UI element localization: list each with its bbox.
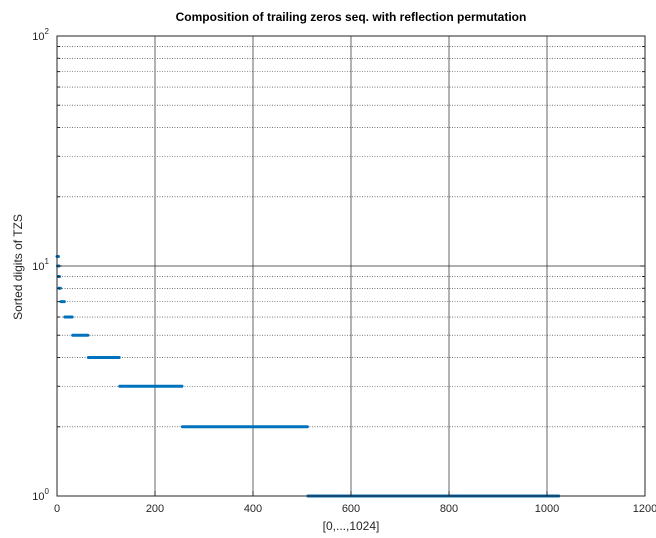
x-tick-label: 600 bbox=[342, 503, 360, 515]
y-axis-label: Sorted digits of TZS bbox=[11, 214, 25, 320]
grid-lines bbox=[57, 36, 645, 496]
x-tick-label: 1200 bbox=[633, 503, 656, 515]
y-tick-label: 101 bbox=[32, 257, 49, 273]
axis-ticks: 0 200 400 600 800 1000 1200 100 101 102 bbox=[32, 27, 656, 515]
x-tick-label: 200 bbox=[146, 503, 164, 515]
x-tick-label: 800 bbox=[440, 503, 458, 515]
y-tick-label: 100 bbox=[32, 487, 49, 503]
x-tick-label: 400 bbox=[244, 503, 262, 515]
x-tick-label: 1000 bbox=[535, 503, 559, 515]
y-tick-label: 102 bbox=[32, 27, 49, 43]
chart-title: Composition of trailing zeros seq. with … bbox=[176, 10, 527, 24]
x-axis-label: [0,...,1024] bbox=[323, 519, 380, 533]
x-tick-label: 0 bbox=[54, 503, 60, 515]
